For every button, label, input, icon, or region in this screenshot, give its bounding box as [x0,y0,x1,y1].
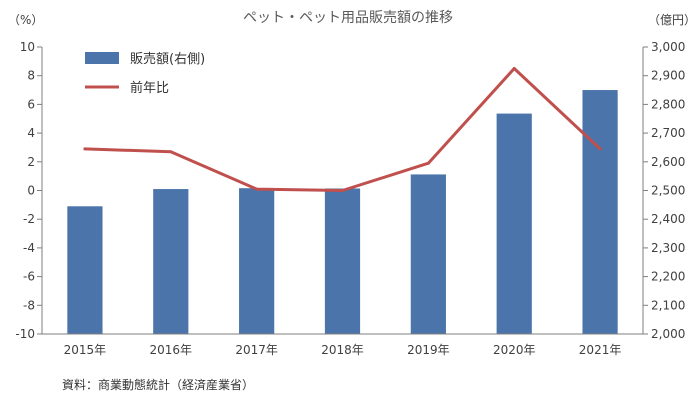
bar-sales [239,188,275,334]
point-yoy [512,67,516,71]
right-tick-label: 2,100 [651,298,685,312]
right-tick-label: 2,000 [651,327,685,341]
source-note: 資料：商業動態統計（経済産業省） [62,378,255,392]
left-tick-label: 8 [27,69,35,83]
point-yoy [169,150,173,154]
left-tick-label: 10 [20,40,35,54]
left-tick-label: 0 [27,184,35,198]
point-yoy [426,161,430,165]
point-yoy [598,147,602,151]
x-tick-label: 2016年 [150,343,193,357]
legend-label-sales: 販売額(右側) [130,51,205,67]
chart-title: ペット・ペット用品販売額の推移 [243,10,453,26]
legend-label-yoy: 前年比 [130,80,169,96]
bar-sales [324,188,361,334]
left-tick-label: 4 [27,126,35,140]
legend: 販売額(右側) 前年比 [85,51,205,96]
x-tick-label: 2021年 [579,343,622,357]
left-tick-label: -4 [23,241,35,255]
x-tick-label: 2017年 [235,343,278,357]
legend-swatch-sales [85,52,119,64]
left-tick-label: -2 [23,212,35,226]
point-yoy [341,189,344,192]
right-axis-unit: （億円） [648,13,696,27]
bar-sales [153,189,189,334]
bar-sales [496,113,532,334]
right-tick-label: 2,500 [651,184,685,198]
left-tick-label: 6 [27,97,35,111]
left-tick-label: -6 [23,270,35,284]
point-yoy [83,147,87,151]
right-tick-label: 2,400 [651,212,685,226]
left-axis-unit: （%） [8,13,43,27]
bar-sales [582,90,618,334]
right-tick-label: 3,000 [651,40,685,54]
bar-sales [410,174,446,334]
left-tick-label: 2 [27,155,35,169]
right-tick-label: 2,300 [651,241,685,255]
left-tick-label: -8 [23,298,35,312]
plot-area: -10 -8 -6 -4 -2 0 2 4 6 8 10 2,000 2,100 2,200 2,300 2,… [15,40,685,357]
point-yoy [255,187,259,191]
x-tick-label: 2020年 [493,343,536,357]
x-tick-label: 2018年 [321,343,364,357]
right-tick-label: 2,600 [651,155,685,169]
bar-sales [67,206,103,334]
right-tick-label: 2,900 [651,69,685,83]
right-tick-label: 2,200 [651,270,685,284]
x-tick-label: 2015年 [64,343,107,357]
x-tick-label: 2019年 [407,343,450,357]
right-tick-label: 2,800 [651,97,685,111]
left-tick-label: -10 [15,327,35,341]
right-tick-label: 2,700 [651,126,685,140]
